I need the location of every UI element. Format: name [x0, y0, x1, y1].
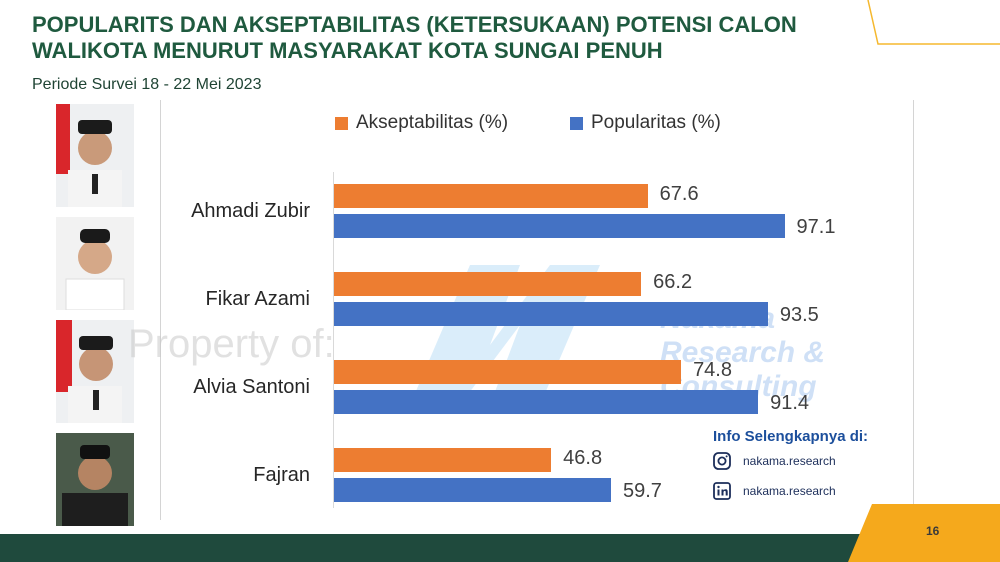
info-title: Info Selengkapnya di: — [713, 428, 869, 445]
category-axis-line — [333, 172, 334, 508]
data-label-popularitas-fikar-azami: 93.5 — [779, 304, 819, 326]
category-label-fikar-azami: Fikar Azami — [205, 288, 310, 310]
page-title: POPULARITS DAN AKSEPTABILITAS (KETERSUKA… — [32, 12, 797, 64]
page-number: 16 — [926, 524, 940, 538]
candidate-photo-2 — [56, 217, 134, 310]
watermark-text: Property of: — [128, 322, 335, 366]
bar-popularitas-fikar-azami — [334, 302, 768, 326]
footer-bar — [0, 534, 1000, 562]
category-label-ahmadi-zubir: Ahmadi Zubir — [191, 200, 310, 222]
data-label-akseptabilitas-fikar-azami: 66.2 — [653, 271, 693, 293]
legend-swatch-akseptabilitas — [335, 116, 348, 130]
title-line-1: POPULARITS DAN AKSEPTABILITAS (KETERSUKA… — [32, 12, 797, 37]
plot-frame — [160, 100, 914, 520]
instagram-handle: nakama.research — [743, 454, 836, 468]
legend-swatch-popularitas — [570, 116, 583, 130]
legend-label-popularitas: Popularitas (%) — [591, 112, 721, 133]
legend-item-akseptabilitas: Akseptabilitas (%) — [335, 112, 508, 134]
instagram-icon — [713, 452, 731, 470]
linkedin-icon — [713, 482, 731, 500]
corner-decoration — [867, 0, 1000, 45]
data-label-akseptabilitas-ahmadi-zubir: 67.6 — [659, 183, 699, 205]
data-label-akseptabilitas-fajran: 46.8 — [563, 447, 603, 469]
bar-akseptabilitas-ahmadi-zubir — [334, 184, 648, 208]
survey-period: Periode Survei 18 - 22 Mei 2023 — [32, 76, 262, 93]
bar-akseptabilitas-alvia-santoni — [334, 360, 682, 384]
category-label-alvia-santoni: Alvia Santoni — [193, 376, 310, 398]
data-label-akseptabilitas-alvia-santoni: 74.8 — [693, 359, 732, 381]
category-label-fajran: Fajran — [253, 464, 310, 486]
legend-label-akseptabilitas: Akseptabilitas (%) — [356, 112, 509, 133]
watermark-brand-line-2: Research & — [660, 336, 826, 369]
bar-popularitas-alvia-santoni — [334, 390, 759, 414]
data-label-popularitas-fajran: 59.7 — [623, 480, 662, 502]
legend-item-popularitas: Popularitas (%) — [570, 112, 721, 134]
instagram-link[interactable]: nakama.research — [713, 452, 836, 470]
bar-popularitas-ahmadi-zubir — [334, 214, 785, 238]
candidate-photo-4 — [56, 433, 134, 526]
bar-akseptabilitas-fikar-azami — [334, 272, 642, 296]
linkedin-link[interactable]: nakama.research — [713, 482, 836, 500]
data-label-popularitas-ahmadi-zubir: 97.1 — [796, 216, 836, 238]
candidate-photo-3 — [56, 320, 134, 423]
linkedin-handle: nakama.research — [743, 484, 836, 498]
bar-akseptabilitas-fajran — [334, 448, 552, 472]
data-label-popularitas-alvia-santoni: 91.4 — [770, 392, 810, 414]
bar-popularitas-fajran — [334, 478, 611, 502]
title-line-2: WALIKOTA MENURUT MASYARAKAT KOTA SUNGAI … — [32, 38, 663, 63]
candidate-photo-1 — [56, 104, 134, 207]
